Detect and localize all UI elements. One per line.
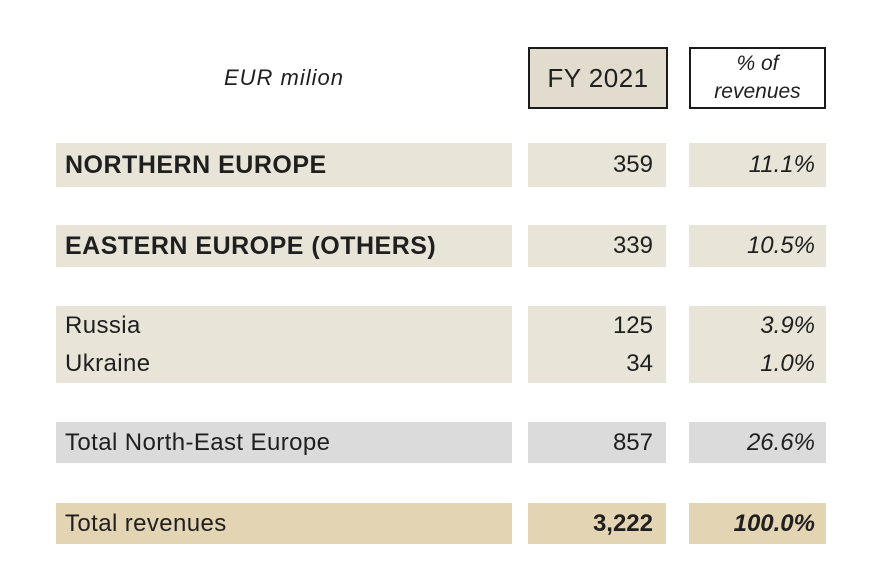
row-pct-total-north-east-europe: 26.6% [689,422,826,463]
row-value-eastern-europe-others: 339 [528,225,666,267]
row-label-ukraine: Ukraine [65,349,151,377]
row-group-pcts-russia-ukraine: 3.9% 1.0% [689,306,826,383]
row-value-northern-europe: 359 [528,143,666,187]
row-group-labels-russia-ukraine: Russia Ukraine [56,306,512,383]
row-group-values-russia-ukraine: 125 34 [528,306,666,383]
row-label-russia: Russia [65,311,141,339]
row-label-total-revenues: Total revenues [56,503,512,544]
row-label-eastern-europe-others: EASTERN EUROPE (OTHERS) [56,225,512,267]
column-header-fy2021: FY 2021 [528,47,668,109]
row-value-russia: 125 [612,311,653,339]
row-value-total-north-east-europe: 857 [528,422,666,463]
row-label-northern-europe: NORTHERN EUROPE [56,143,512,187]
row-pct-russia: 3.9% [760,311,815,339]
row-value-total-revenues: 3,222 [528,503,666,544]
unit-label: EUR milion [223,65,345,90]
row-pct-ukraine: 1.0% [760,349,815,377]
row-pct-total-revenues: 100.0% [689,503,826,544]
row-pct-northern-europe: 11.1% [689,143,826,187]
row-label-total-north-east-europe: Total North-East Europe [56,422,512,463]
column-header-pct-of-revenues: % of revenues [689,47,826,109]
row-pct-eastern-europe-others: 10.5% [689,225,826,267]
row-value-ukraine: 34 [626,349,653,377]
